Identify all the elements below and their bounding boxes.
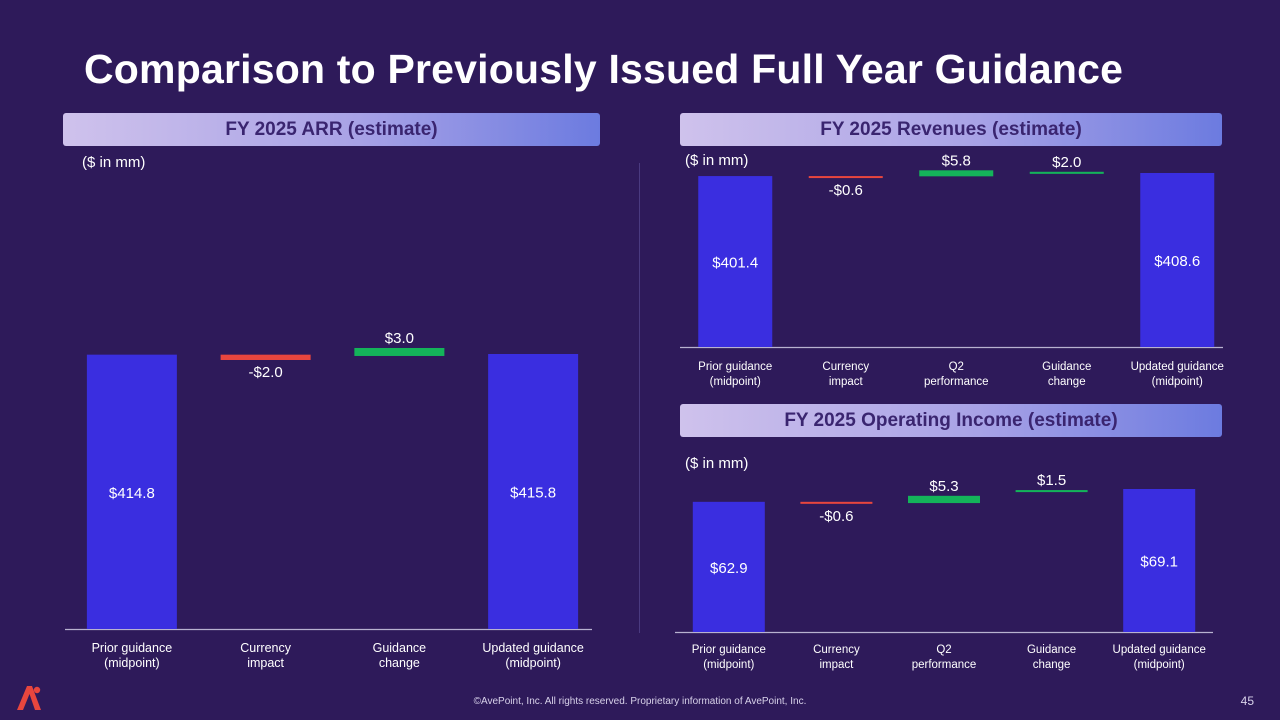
revenues-category-label-3: Guidance change xyxy=(1042,361,1091,388)
revenues-category-label-4: Updated guidance (midpoint) xyxy=(1131,361,1224,388)
arr-category-label-0: Prior guidance (midpoint) xyxy=(92,641,173,670)
revenues-bar-0 xyxy=(698,176,773,347)
revenues-bar-1 xyxy=(808,176,883,179)
revenues-unit-label: ($ in mm) xyxy=(685,152,748,169)
opincome-bar-0 xyxy=(692,501,765,632)
opincome-value-label-3: $1.5 xyxy=(1037,472,1066,489)
arr-category-label-1: Currency impact xyxy=(240,641,291,670)
arr-value-label-0: $414.8 xyxy=(109,485,155,502)
opincome-chart-banner: FY 2025 Operating Income (estimate) xyxy=(680,404,1222,437)
arr-bar-3 xyxy=(488,354,579,629)
footer-copyright: ©AvePoint, Inc. All rights reserved. Pro… xyxy=(473,696,807,707)
arr-unit-label: ($ in mm) xyxy=(82,154,145,171)
arr-category-label-3: Updated guidance (midpoint) xyxy=(482,641,584,670)
revenues-value-label-0: $401.4 xyxy=(712,255,758,272)
opincome-category-label-4: Updated guidance (midpoint) xyxy=(1113,644,1206,671)
arr-bar-1 xyxy=(220,354,311,360)
opincome-value-label-2: $5.3 xyxy=(929,478,958,495)
opincome-category-label-3: Guidance change xyxy=(1027,644,1076,671)
arr-chart-banner: FY 2025 ARR (estimate) xyxy=(63,113,600,146)
revenues-value-label-1: -$0.6 xyxy=(829,182,863,199)
opincome-bar-4 xyxy=(1123,489,1196,632)
arr-value-label-3: $415.8 xyxy=(510,485,556,502)
opincome-category-label-0: Prior guidance (midpoint) xyxy=(692,644,766,671)
arr-bar-2 xyxy=(354,347,445,356)
arr-value-label-2: $3.0 xyxy=(385,330,414,347)
opincome-value-label-0: $62.9 xyxy=(710,560,748,577)
revenues-waterfall-chart: ($ in mm) $401.4 Prior guidance (midpoint) -… xyxy=(680,152,1224,388)
page-title: Comparison to Previously Issued Full Yea… xyxy=(84,46,1124,92)
opincome-category-label-1: Currency impact xyxy=(813,644,860,671)
opincome-bar-1 xyxy=(800,501,873,504)
opincome-unit-label: ($ in mm) xyxy=(685,455,748,472)
revenues-bar-2 xyxy=(919,170,994,177)
page-number: 45 xyxy=(1240,694,1254,708)
revenues-category-label-2: Q2 performance xyxy=(924,361,989,388)
panel-divider xyxy=(639,163,640,633)
arr-category-label-2: Guidance change xyxy=(373,641,427,670)
opincome-value-label-1: -$0.6 xyxy=(819,508,853,525)
revenues-category-label-1: Currency impact xyxy=(822,361,869,388)
revenues-value-label-4: $408.6 xyxy=(1154,253,1200,270)
revenues-bar-3 xyxy=(1029,171,1104,174)
opincome-value-label-4: $69.1 xyxy=(1140,554,1178,571)
revenues-category-label-0: Prior guidance (midpoint) xyxy=(698,361,772,388)
opincome-bar-3 xyxy=(1015,490,1088,493)
avepoint-logo-icon xyxy=(17,686,41,710)
arr-bar-0 xyxy=(86,354,177,629)
opincome-category-label-2: Q2 performance xyxy=(912,644,977,671)
revenues-value-label-2: $5.8 xyxy=(942,152,971,169)
revenues-value-label-3: $2.0 xyxy=(1052,154,1081,171)
opincome-waterfall-chart: ($ in mm) $62.9 Prior guidance (midpoint) -$… xyxy=(675,455,1213,671)
revenues-bar-4 xyxy=(1140,173,1215,347)
arr-value-label-1: -$2.0 xyxy=(249,364,283,381)
revenues-chart-banner: FY 2025 Revenues (estimate) xyxy=(680,113,1222,146)
arr-waterfall-chart: ($ in mm) $414.8 Prior guidance (midpoint) -… xyxy=(65,154,592,670)
opincome-bar-2 xyxy=(908,495,980,504)
